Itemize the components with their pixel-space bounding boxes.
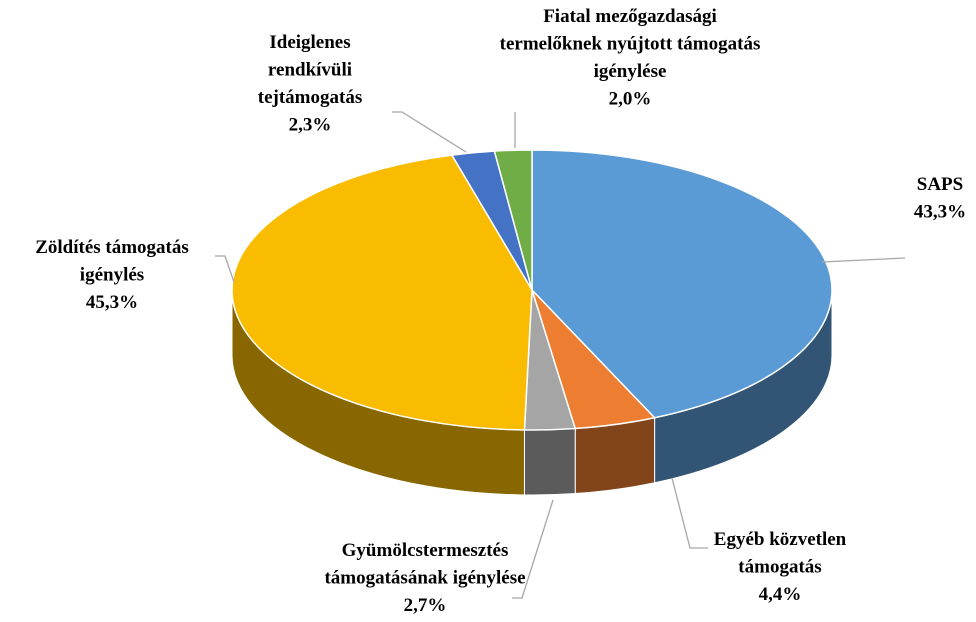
slice: [531, 149, 833, 419]
label-line: támogatásának igénylése: [324, 568, 525, 589]
label-line: Egyéb közvetlen: [714, 529, 847, 550]
leader-line: [392, 111, 467, 153]
slice-side: [574, 417, 656, 495]
data-label-name: Gyümölcstermesztés támogatásának igénylés…: [324, 540, 525, 589]
label-line: Zöldítés támogatás: [35, 237, 189, 258]
slice: [231, 154, 533, 431]
slice: [493, 149, 533, 291]
leader-line: [215, 255, 235, 283]
data-label-value: 2,0%: [609, 89, 652, 110]
data-label-value: 4,4%: [759, 584, 802, 605]
label-line: Ideiglenes: [269, 32, 350, 53]
label-line: igénylése: [594, 61, 667, 82]
label-line: tejtámogatás: [258, 87, 362, 108]
label-line: termelőknek nyújtott támogatás: [500, 34, 761, 55]
label-line: igénylés: [80, 265, 144, 286]
leader-line: [821, 257, 906, 263]
data-label-name: Zöldítés támogatás igénylés: [35, 237, 189, 286]
label-line: Fiatal mezőgazdasági: [543, 6, 717, 27]
data-label-name: Ideiglenes rendkívüli tejtámogatás: [258, 32, 362, 108]
data-label-value: 2,7%: [404, 595, 447, 616]
data-label-value: 43,3%: [914, 202, 966, 223]
label-line: Gyümölcstermesztés: [342, 540, 509, 561]
data-label-name: Egyéb közvetlen támogatás: [714, 529, 847, 578]
data-label-value: 2,3%: [289, 115, 332, 136]
data-label-name: SAPS: [917, 174, 963, 195]
leader-line: [512, 499, 554, 599]
label-line: támogatás: [738, 557, 821, 578]
label-line: rendkívüli: [268, 60, 352, 81]
leader-line: [671, 477, 708, 549]
label-line: SAPS: [917, 174, 963, 195]
slice-side: [523, 428, 576, 496]
data-label-value: 45,3%: [86, 292, 138, 313]
data-label-name: Fiatal mezőgazdasági termelőknek nyújtott…: [500, 6, 761, 82]
